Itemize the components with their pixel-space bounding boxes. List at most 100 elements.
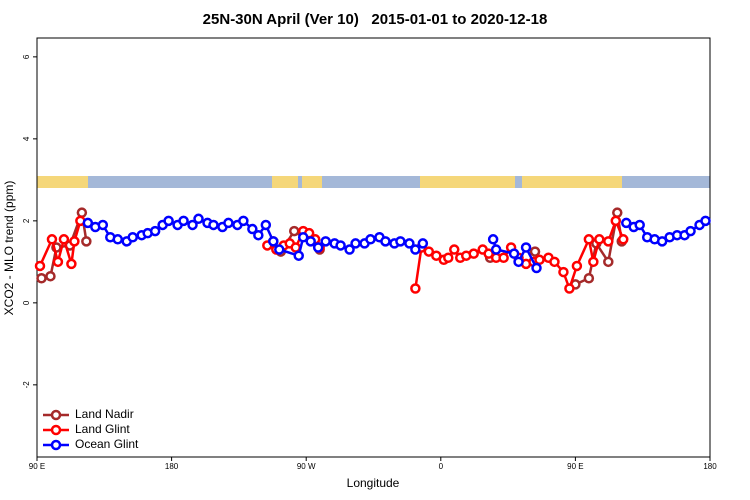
- data-point: [700, 215, 711, 227]
- x-tick-label: 90 E: [29, 462, 45, 471]
- data-point: [618, 234, 629, 245]
- data-point: [449, 244, 460, 255]
- data-point: [58, 234, 70, 245]
- plot-frame: [36, 37, 711, 458]
- legend-label: Ocean Glint: [75, 437, 139, 451]
- data-point: [487, 234, 499, 245]
- data-point: [520, 242, 532, 253]
- data-point: [549, 256, 560, 268]
- data-point: [443, 252, 454, 263]
- y-axis-label: XCO2 - MLO trend (ppm): [2, 181, 16, 316]
- data-point: [395, 236, 406, 247]
- data-point: [290, 242, 301, 253]
- data-point: [297, 232, 309, 243]
- data-point: [81, 236, 92, 247]
- data-point: [268, 236, 279, 247]
- chart-title: 25N-30N April (Ver 10) 2015-01-01 to 202…: [203, 11, 548, 28]
- data-point: [208, 219, 219, 231]
- data-point: [52, 256, 64, 268]
- x-tick-label: 180: [703, 462, 717, 471]
- data-point: [594, 234, 605, 245]
- data-point: [417, 238, 429, 249]
- x-tick-label: 180: [165, 462, 179, 471]
- data-point: [45, 270, 56, 282]
- data-point: [410, 283, 421, 294]
- data-point: [498, 252, 509, 263]
- data-point: [112, 234, 124, 245]
- data-point: [490, 244, 502, 255]
- data-point: [380, 236, 391, 247]
- data-point: [293, 250, 304, 261]
- data-point: [82, 217, 94, 229]
- data-point: [247, 223, 258, 235]
- data-point: [431, 250, 442, 261]
- data-point: [468, 248, 479, 259]
- data-point: [149, 225, 161, 237]
- land-strip: [272, 176, 298, 188]
- data-point: [583, 272, 595, 284]
- data-point: [404, 238, 415, 249]
- data-point: [610, 215, 622, 227]
- data-point: [531, 262, 542, 274]
- y-tick-label: 6: [22, 54, 31, 59]
- data-point: [274, 244, 285, 255]
- data-point: [76, 207, 88, 218]
- data-point: [34, 260, 46, 272]
- data-point: [603, 256, 614, 268]
- data-point: [305, 236, 316, 247]
- y-tick-label: -2: [22, 381, 31, 389]
- data-point: [656, 236, 668, 247]
- data-point: [344, 244, 355, 255]
- data-point: [410, 244, 421, 255]
- land-strip: [37, 176, 88, 188]
- data-point: [558, 266, 569, 278]
- data-point: [193, 213, 204, 225]
- data-point: [423, 246, 435, 257]
- data-point: [260, 219, 272, 231]
- data-point: [335, 240, 346, 251]
- x-tick-label: 90 E: [567, 462, 583, 471]
- data-point: [46, 234, 58, 245]
- y-tick-label: 2: [22, 218, 31, 223]
- legend-marker: [50, 439, 62, 451]
- y-tick-label: 0: [22, 300, 31, 305]
- data-point: [508, 248, 520, 259]
- land-mask: [37, 176, 710, 188]
- data-point: [564, 283, 575, 294]
- land-strip: [420, 176, 515, 188]
- data-point: [178, 215, 189, 227]
- data-point: [36, 272, 47, 284]
- data-point: [571, 260, 583, 272]
- data-point: [69, 236, 80, 247]
- legend-label: Land Nadir: [75, 407, 134, 421]
- data-point: [127, 232, 138, 243]
- y-tick-label: 4: [22, 136, 31, 141]
- data-point: [685, 225, 696, 237]
- legend-label: Land Glint: [75, 422, 130, 436]
- data-point: [620, 217, 632, 229]
- data-point: [350, 238, 361, 249]
- data-point: [66, 258, 77, 270]
- data-point: [253, 229, 264, 241]
- x-axis-label: Longitude: [347, 476, 400, 490]
- data-point: [97, 219, 109, 231]
- data-point: [365, 234, 376, 245]
- x-tick-label: 0: [439, 462, 444, 471]
- data-point: [583, 234, 595, 245]
- plot: 90 E 180 90 W 0 90 E 180 -2 0 2 4 6 Land NadirLand …: [22, 54, 717, 471]
- legend-marker: [50, 424, 62, 436]
- data-point: [513, 256, 524, 268]
- data-point: [320, 236, 331, 247]
- data-point: [163, 215, 174, 227]
- data-point: [312, 242, 324, 253]
- data-point: [529, 246, 541, 257]
- data-point: [534, 254, 545, 266]
- legend-marker: [50, 409, 62, 421]
- land-strip: [302, 176, 322, 188]
- data-point: [187, 219, 198, 231]
- data-point: [238, 215, 249, 227]
- x-tick-label: 90 W: [297, 462, 316, 471]
- data-point: [588, 256, 599, 268]
